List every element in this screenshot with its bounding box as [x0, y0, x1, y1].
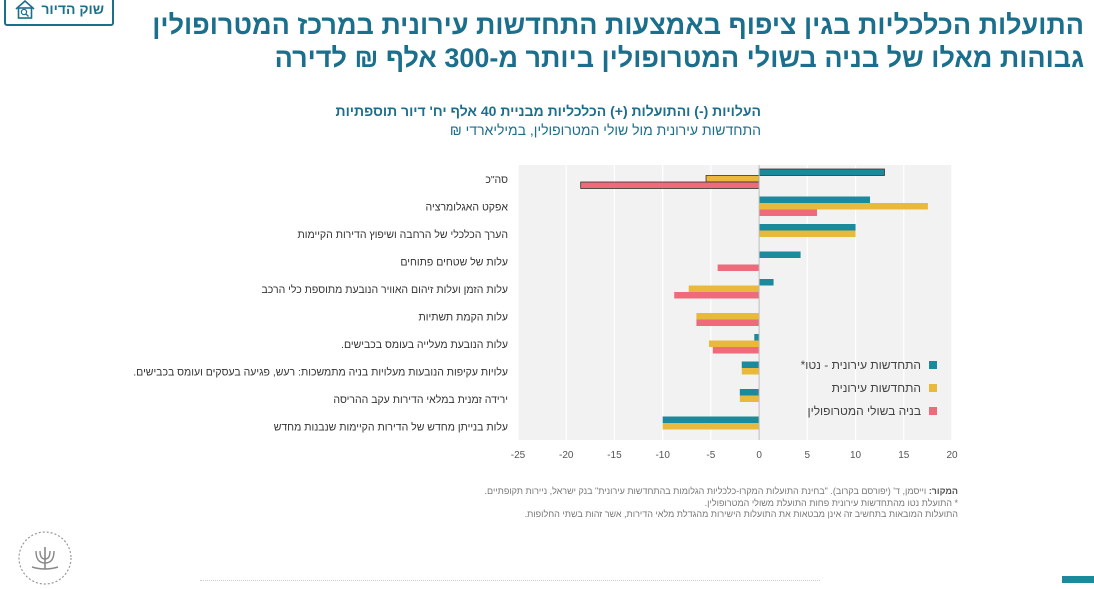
category-label: עלות של שטחים פתוחים — [400, 256, 508, 268]
bar — [759, 230, 856, 237]
category-label: עלות הקמת תשתיות — [419, 311, 508, 323]
bar — [759, 196, 871, 203]
plot-area — [518, 165, 952, 440]
badge-label: שוק הדיור — [41, 1, 104, 17]
legend-label: בניה בשולי המטרופולין — [807, 404, 921, 418]
chart-subtitle: התחדשות עירונית מול שולי המטרופולין, במי… — [449, 122, 761, 138]
bar — [759, 251, 801, 258]
bar — [758, 168, 885, 176]
bar — [688, 285, 760, 292]
bar — [580, 181, 760, 189]
bar — [759, 224, 856, 231]
bar — [754, 334, 760, 341]
bar — [708, 340, 760, 347]
x-tick-label: -20 — [559, 450, 574, 461]
bar — [717, 264, 760, 271]
category-label: עלות הזמן ועלות זיהום האוויר הנובעת מתוס… — [262, 284, 509, 296]
x-tick-label: -5 — [706, 450, 715, 461]
x-tick-label: 20 — [946, 450, 958, 461]
source-note: המקור: וייסמן, ד' (יפורסם בקרוב). "בחינת… — [484, 486, 958, 496]
bank-of-israel-logo — [18, 531, 72, 585]
x-tick-label: -25 — [511, 450, 526, 461]
x-tick-label: -15 — [607, 450, 622, 461]
footnote-1: * התועלת נטו מהתחדשות עירונית פחות התועל… — [704, 497, 958, 508]
category-label: סה"כ — [485, 174, 508, 186]
house-search-icon — [15, 0, 35, 19]
legend-swatch — [929, 384, 937, 392]
bar — [705, 175, 760, 183]
bottom-divider — [200, 580, 820, 582]
x-tick-label: -10 — [655, 450, 670, 461]
bar — [759, 209, 817, 216]
bar — [696, 319, 760, 326]
bar — [712, 347, 760, 354]
legend-label: התחדשות עירונית - נטו* — [801, 358, 921, 372]
category-label: עלות בנייתן מחדש של הדירות הקיימות שנבנו… — [274, 421, 508, 433]
bar — [759, 279, 774, 286]
page-title-line1: התועלות הכלכליות בגין ציפוף באמצעות התחד… — [152, 10, 1084, 40]
footnote-2: התועלות המובאות בתחשיב זה אינן מבטאות את… — [524, 509, 958, 519]
legend-label: התחדשות עירונית — [832, 381, 921, 395]
page-title-line2: גבוהות מאלו של בניה בשולי המטרופולין ביו… — [274, 43, 1084, 73]
legend-swatch — [929, 407, 937, 415]
legend-swatch — [929, 361, 937, 369]
bar — [696, 313, 760, 320]
x-tick-label: 0 — [756, 450, 762, 461]
bar — [662, 423, 760, 430]
housing-market-badge[interactable]: שוק הדיור — [4, 0, 114, 26]
category-label: עלות הנובעת מעלייה בעומס בכבישים. — [341, 339, 508, 351]
category-label: עלויות עקיפות הנובעות מעלויות בניה מתמשכ… — [133, 366, 508, 378]
category-label: ירידה זמנית במלאי הדירות עקב ההריסה — [333, 394, 508, 406]
bar — [741, 368, 760, 375]
x-tick-label: 15 — [898, 450, 910, 461]
bar — [739, 395, 760, 402]
bar — [759, 203, 928, 210]
category-label: אפקט האגלומרציה — [426, 201, 509, 213]
bar — [674, 292, 760, 299]
corner-accent — [1062, 576, 1094, 583]
footnotes: המקור: וייסמן, ד' (יפורסם בקרוב). "בחינת… — [258, 486, 958, 521]
bar — [741, 361, 760, 368]
bar — [662, 416, 760, 423]
chart-title: העלויות (-) והתועלות (+) הכלכליות מבניית… — [335, 103, 761, 119]
bar — [739, 389, 760, 396]
x-tick-label: 5 — [805, 450, 811, 461]
x-tick-label: 10 — [850, 450, 862, 461]
category-label: הערך הכלכלי של הרחבה ושיפוץ הדירות הקיימ… — [297, 229, 508, 241]
